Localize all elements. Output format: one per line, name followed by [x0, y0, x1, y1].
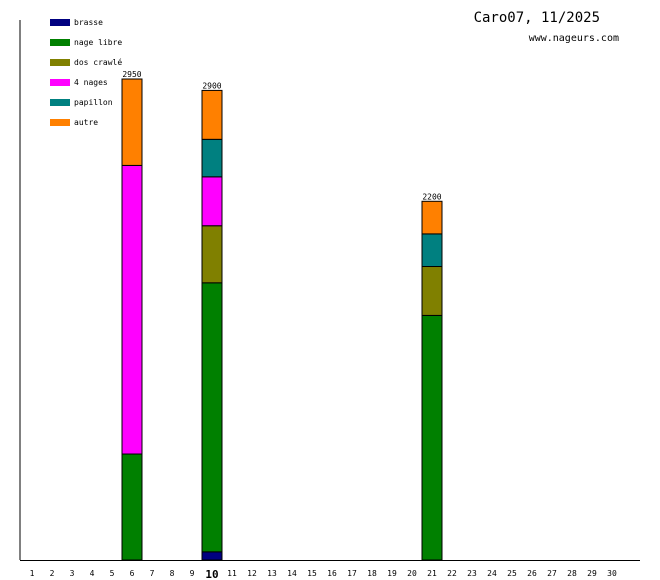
- legend-label-2: dos crawlé: [74, 57, 122, 67]
- x-tick-label: 29: [587, 569, 597, 578]
- x-tick-label: 30: [607, 569, 617, 578]
- bar-segment-day10-5: [201, 89, 223, 140]
- x-tick-label: 27: [547, 569, 557, 578]
- x-tick-label: 10: [205, 568, 218, 580]
- x-tick-label: 20: [407, 569, 417, 578]
- x-tick-label: 22: [447, 569, 457, 578]
- bar-segment-day21-4: [421, 233, 443, 268]
- legend-swatch-5: [50, 119, 70, 126]
- x-tick-label: 12: [247, 569, 257, 578]
- bar-segment-day10-4: [201, 138, 223, 178]
- x-tick-label: 15: [307, 569, 317, 578]
- x-tick-label: 25: [507, 569, 517, 578]
- x-tick-label: 17: [347, 569, 357, 578]
- x-tick-label: 26: [527, 569, 537, 578]
- chart-title: Caro07, 11/2025: [474, 10, 600, 26]
- bar-segment-day10-0: [201, 551, 223, 561]
- x-tick-label: 5: [110, 569, 115, 578]
- bar-totals: 2950 2900 2200: [122, 70, 441, 201]
- x-tick-label: 18: [367, 569, 377, 578]
- bar-segment-day6-1: [121, 453, 143, 561]
- legend-swatch-4: [50, 99, 70, 106]
- x-tick-label: 1: [30, 569, 35, 578]
- bars: [121, 78, 443, 561]
- x-tick-label: 24: [487, 569, 497, 578]
- x-tick-label: 8: [170, 569, 175, 578]
- legend: brasse nage libre dos crawlé 4 nages papillo…: [50, 18, 122, 127]
- x-tick-labels: 1 2 3 4 5 6 7 8 9 10 11 12 13 14 15 16 17 18 19 20 21 22 23 24 2…: [30, 568, 617, 580]
- legend-label-4: papillon: [74, 98, 113, 107]
- x-tick-label: 4: [90, 569, 95, 578]
- legend-label-0: brasse: [74, 18, 103, 27]
- x-tick-label: 21: [427, 569, 437, 578]
- bar-total-label: 2200: [422, 192, 441, 201]
- bar-segment-day6-3: [121, 164, 143, 455]
- bar-total-label: 2950: [122, 70, 141, 79]
- x-tick-label: 14: [287, 569, 297, 578]
- x-tick-label: 19: [387, 569, 397, 578]
- bar-segment-day21-1: [421, 314, 443, 561]
- bar-segment-day6-5: [121, 78, 143, 166]
- legend-label-5: autre: [74, 118, 98, 127]
- bar-segment-day21-2: [421, 266, 443, 316]
- x-tick-label: 23: [467, 569, 477, 578]
- x-tick-label: 3: [70, 569, 75, 578]
- x-tick-label: 7: [150, 569, 155, 578]
- bar-segment-day21-5: [421, 200, 443, 235]
- legend-swatch-1: [50, 39, 70, 46]
- x-tick-label: 11: [227, 569, 237, 578]
- bar-total-label: 2900: [202, 81, 221, 90]
- x-tick-label: 13: [267, 569, 277, 578]
- x-tick-label: 2: [50, 569, 55, 578]
- x-tick-label: 9: [190, 569, 195, 578]
- bar-segment-day10-2: [201, 225, 223, 284]
- legend-swatch-3: [50, 79, 70, 86]
- legend-label-1: nage libre: [74, 38, 122, 47]
- legend-swatch-2: [50, 59, 70, 66]
- bar-segment-day10-1: [201, 282, 223, 553]
- axes: [19, 20, 640, 561]
- legend-label-3: 4 nages: [74, 78, 108, 87]
- legend-swatch-0: [50, 19, 70, 26]
- bar-segment-day10-3: [201, 176, 223, 227]
- x-tick-label: 28: [567, 569, 577, 578]
- x-tick-label: 6: [130, 569, 135, 578]
- x-tick-label: 16: [327, 569, 337, 578]
- site-url: www.nageurs.com: [529, 33, 619, 44]
